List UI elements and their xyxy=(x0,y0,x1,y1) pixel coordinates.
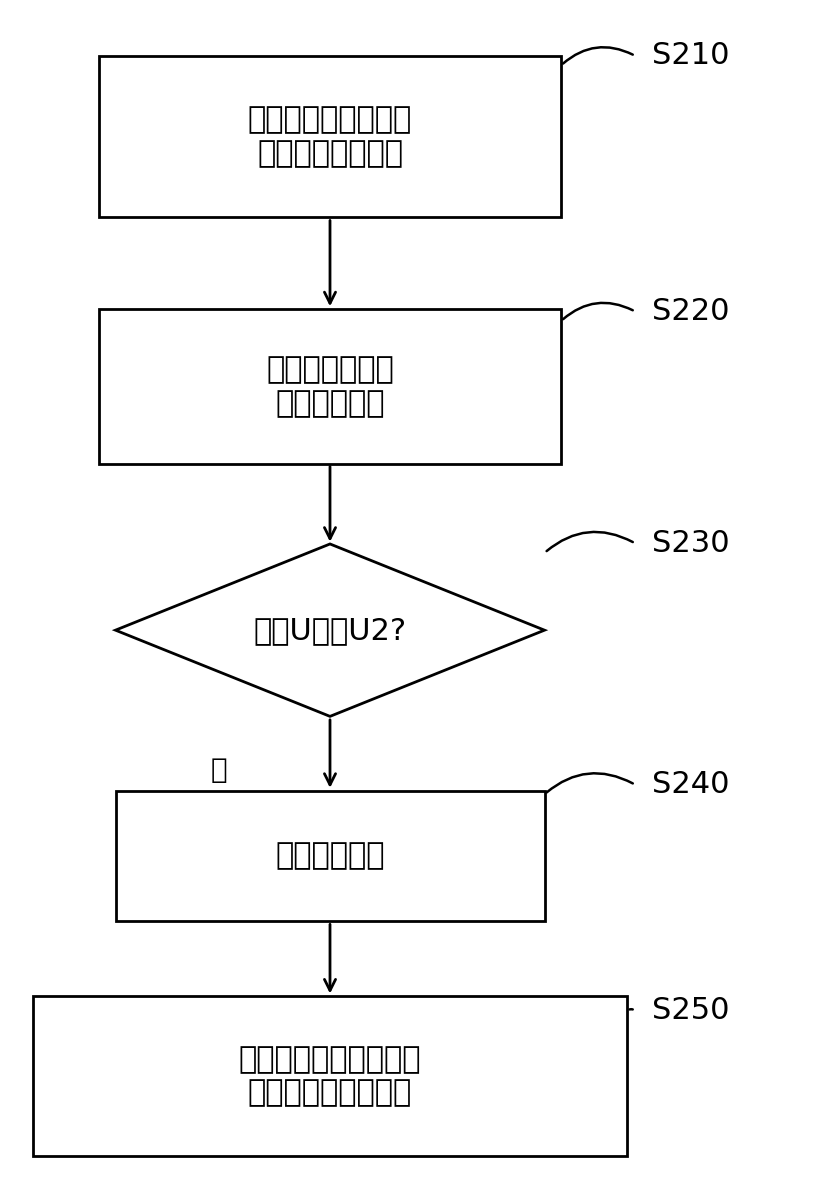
Bar xyxy=(99,56,561,216)
FancyArrowPatch shape xyxy=(547,773,633,792)
Bar xyxy=(33,996,627,1156)
Text: S230: S230 xyxy=(652,529,729,558)
Text: S240: S240 xyxy=(652,770,729,799)
Text: S220: S220 xyxy=(652,297,729,326)
Text: S210: S210 xyxy=(652,42,729,70)
Bar xyxy=(99,309,561,464)
Text: 车辆进行换电: 车辆进行换电 xyxy=(276,842,384,870)
Polygon shape xyxy=(116,545,544,716)
Text: 控制电容器模块
进行辅助供电: 控制电容器模块 进行辅助供电 xyxy=(266,356,394,417)
Bar xyxy=(116,791,544,921)
Text: 车辆切换至换电模式
时唤醒电容控制器: 车辆切换至换电模式 时唤醒电容控制器 xyxy=(248,106,412,168)
FancyArrowPatch shape xyxy=(563,303,633,319)
Text: S250: S250 xyxy=(652,996,729,1025)
FancyArrowPatch shape xyxy=(547,531,633,551)
Text: 在换电完成后控制电容
器模块进入休眠状态: 在换电完成后控制电容 器模块进入休眠状态 xyxy=(238,1045,422,1107)
Text: 电压U达到U2?: 电压U达到U2? xyxy=(253,616,407,644)
FancyArrowPatch shape xyxy=(563,48,633,63)
Text: 是: 是 xyxy=(210,756,227,785)
